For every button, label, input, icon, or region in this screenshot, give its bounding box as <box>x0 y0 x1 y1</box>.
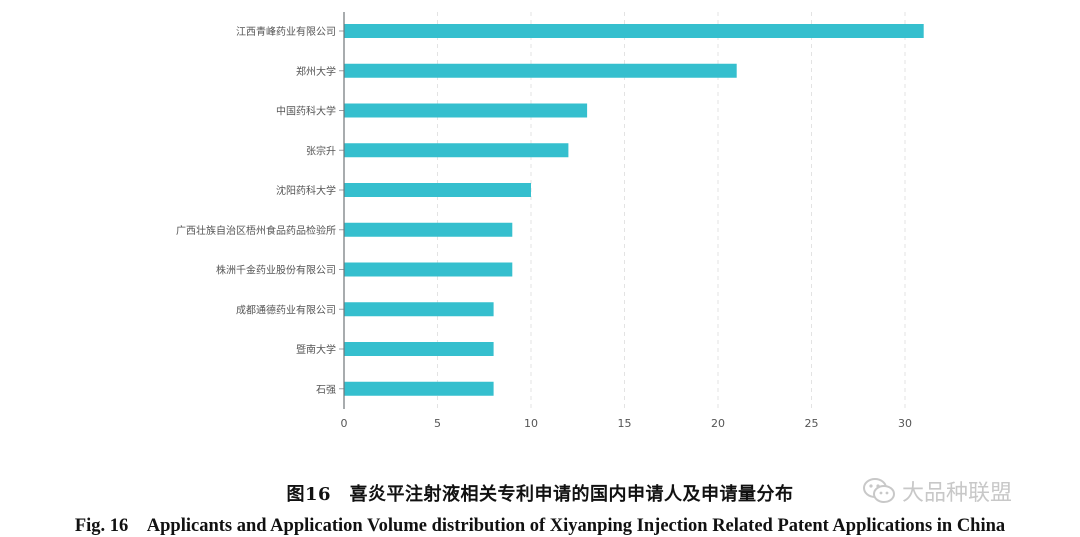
wechat-icon <box>863 478 895 503</box>
bar-7 <box>344 302 494 317</box>
x-tick-label-0: 0 <box>341 417 348 430</box>
bar-9 <box>344 381 494 396</box>
x-tick-label-5: 25 <box>805 417 819 430</box>
bar-3 <box>344 143 569 158</box>
figure-caption-cn: 图16 喜炎平注射液相关专利申请的国内申请人及申请量分布 <box>286 484 794 505</box>
category-label-8: 暨南大学 <box>296 343 336 356</box>
category-label-0: 江西青峰药业有限公司 <box>236 25 336 38</box>
bar-4 <box>344 183 531 197</box>
bar-2 <box>344 103 588 118</box>
watermark: 大品种联盟 <box>862 474 1012 508</box>
category-label-5: 广西壮族自治区梧州食品药品检验所 <box>176 224 336 237</box>
figure-caption-en: Fig. 16 Applicants and Application Volum… <box>74 516 1006 536</box>
bar-8 <box>344 342 494 356</box>
bar-0 <box>344 24 924 38</box>
category-label-2: 中国药科大学 <box>276 105 336 118</box>
category-label-1: 郑州大学 <box>296 65 336 78</box>
x-tick-label-4: 20 <box>711 417 725 430</box>
category-label-3: 张宗升 <box>306 144 336 157</box>
x-tick-label-2: 10 <box>524 417 538 430</box>
x-tick-label-3: 15 <box>618 417 632 430</box>
watermark-text: 大品种联盟 <box>902 481 1013 506</box>
category-label-9: 石强 <box>316 384 336 396</box>
bar-6 <box>344 262 513 277</box>
x-tick-label-6: 30 <box>898 417 912 430</box>
category-label-7: 成都通德药业有限公司 <box>236 303 336 316</box>
bar-5 <box>344 222 513 237</box>
category-label-6: 株洲千金药业股份有限公司 <box>216 264 336 277</box>
x-tick-label-1: 5 <box>434 417 441 430</box>
bar-1 <box>344 63 737 78</box>
category-label-4: 沈阳药科大学 <box>276 184 336 197</box>
bar-chart: 江西青峰药业有限公司郑州大学中国药科大学张宗升沈阳药科大学广西壮族自治区梧州食品… <box>176 12 924 430</box>
